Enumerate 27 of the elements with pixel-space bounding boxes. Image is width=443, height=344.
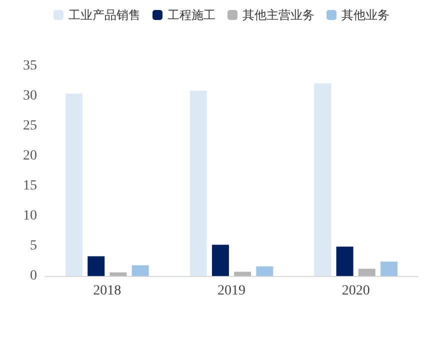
bar: [110, 272, 127, 276]
y-tick-label: 5: [30, 238, 37, 254]
legend-label: 其他业务: [342, 8, 390, 22]
x-tick-label: 2019: [218, 284, 246, 298]
bar: [212, 244, 229, 276]
y-tick-label: 20: [23, 148, 37, 164]
y-tick-label: 10: [23, 208, 37, 224]
bar: [88, 256, 105, 276]
legend-label: 工程施工: [168, 8, 216, 22]
legend-label: 工业产品销售: [68, 8, 140, 22]
y-tick-label: 25: [23, 118, 37, 134]
bar: [190, 90, 207, 276]
bar: [256, 266, 274, 276]
y-tick-label: 35: [23, 58, 37, 74]
x-tick-label: 2020: [342, 284, 370, 298]
bar: [380, 262, 398, 276]
y-tick-label: 30: [23, 88, 37, 104]
bar: [314, 83, 332, 276]
bar: [132, 265, 149, 276]
bar: [234, 272, 252, 276]
x-tick-label: 2018: [93, 284, 122, 298]
y-tick-label: 0: [30, 268, 37, 284]
legend-label: 其他主营业务: [242, 8, 314, 22]
bar: [336, 246, 354, 276]
bar: [66, 94, 83, 276]
y-tick-label: 15: [23, 178, 37, 194]
bar: [358, 268, 376, 276]
